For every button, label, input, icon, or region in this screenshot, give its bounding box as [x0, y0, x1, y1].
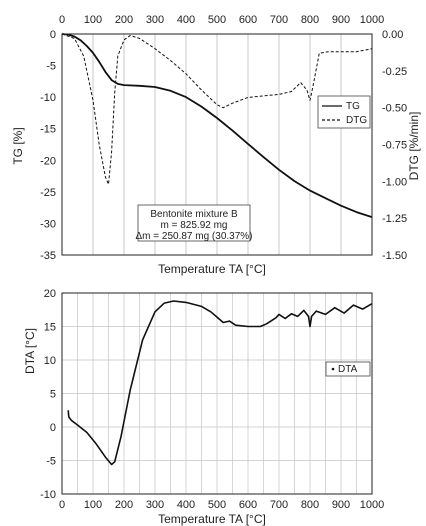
dta-x-tick-label: 700 — [270, 499, 288, 511]
dta-x-tick-label: 0 — [59, 499, 65, 511]
tg-dtg-x-axis-label: Temperature TA [°C] — [158, 262, 266, 276]
dta-y-tick-label: -10 — [40, 489, 56, 501]
dta-x-tick-label: 500 — [208, 499, 226, 511]
tg-dtg-y2-tick-label: -1.00 — [382, 176, 407, 188]
dta-legend-marker — [331, 367, 335, 371]
tg-dtg-y-tick-label: -35 — [40, 250, 56, 262]
tg-dtg-y2-tick-labels: 0.00 -0.25 -0.50 -0.75 -1.00 -1.25 -1.50 — [382, 29, 407, 262]
dta-legend-box — [325, 361, 371, 377]
tg-dtg-y-tick-label: 0 — [50, 29, 56, 41]
dta-x-tick-labels: 0 100 200 300 400 500 600 700 800 900 1000 — [59, 499, 384, 511]
tg-dtg-y2-tick-label: -1.50 — [382, 250, 407, 262]
dta-x-tick-label: 1000 — [360, 499, 384, 511]
dta-x-tick-label: 900 — [332, 499, 350, 511]
dta-y-tick-label: 5 — [50, 389, 56, 401]
dta-x-tick-label: 300 — [146, 499, 164, 511]
sample-annotation-line-3: Δm = 250.87 mg (30.37%) — [135, 231, 252, 242]
tg-dtg-y2-tick-label: -1.25 — [382, 213, 407, 225]
tg-dtg-x-tick-label: 900 — [332, 14, 350, 26]
tg-dtg-x-tick-label: 300 — [146, 14, 164, 26]
dta-y-tick-label: 10 — [44, 355, 56, 367]
tg-dtg-y-tick-label: -10 — [40, 92, 56, 104]
tg-dtg-x-tick-labels: 0 100 200 300 400 500 600 700 800 900 1000 — [59, 14, 384, 26]
tg-dtg-y2-tick-label: -0.50 — [382, 103, 407, 115]
tg-dtg-y-axis-label: TG [%] — [11, 127, 25, 164]
dta-legend: DTA — [325, 361, 371, 377]
tg-dtg-x-tick-label: 400 — [177, 14, 195, 26]
dta-x-tick-label: 100 — [84, 499, 102, 511]
tg-dtg-x-tick-label: 200 — [115, 14, 133, 26]
dta-y-tick-label: 0 — [50, 422, 56, 434]
dta-plot-frame — [61, 292, 373, 495]
tg-dtg-y-tick-label: -25 — [40, 187, 56, 199]
tg-dtg-x-tick-label: 800 — [301, 14, 319, 26]
dta-chart: 0 100 200 300 400 500 600 700 800 900 1000 20 15 10 5… — [23, 288, 384, 526]
tg-dtg-legend-box — [317, 95, 371, 129]
dta-gridlines — [62, 293, 372, 494]
tg-dtg-y-tick-labels: 0 -5 -10 -15 -20 -25 -30 -35 — [40, 29, 56, 262]
dta-y-tick-labels: 20 15 10 5 0 -5 -10 — [40, 288, 56, 501]
dtg-series-line — [61, 33, 373, 185]
tg-dtg-y-tick-label: -5 — [46, 61, 56, 73]
dta-y-tick-label: -5 — [46, 456, 56, 468]
tg-dtg-x-tick-label: 100 — [84, 14, 102, 26]
dta-y-axis-label: DTA [°C] — [23, 328, 37, 374]
tg-dtg-y-tick-label: -20 — [40, 155, 56, 167]
dta-x-axis-label: Temperature TA [°C] — [158, 512, 266, 526]
tg-dtg-series — [61, 33, 373, 218]
tg-dtg-x-tick-label: 1000 — [360, 14, 384, 26]
dta-y-tick-label: 15 — [44, 322, 56, 334]
dta-y-tick-label: 20 — [44, 288, 56, 300]
sample-annotation-line-2: m = 825.92 mg — [161, 220, 228, 231]
tg-dtg-y-tick-label: -30 — [40, 218, 56, 230]
tg-dtg-legend: TG DTG — [317, 95, 371, 129]
dtg-legend-label: DTG — [346, 115, 367, 126]
tg-dtg-y-tick-label: -15 — [40, 124, 56, 136]
dta-series-line — [67, 300, 373, 466]
tg-dtg-y2-tick-label: -0.25 — [382, 66, 407, 78]
sample-annotation-line-1: Bentonite mixture B — [150, 209, 238, 220]
tg-dtg-chart: 0 100 200 300 400 500 600 700 800 900 1000 0 -5 -10 -… — [11, 14, 421, 276]
dta-x-tick-label: 800 — [301, 499, 319, 511]
dta-x-tick-label: 400 — [177, 499, 195, 511]
tg-dtg-y2-tick-label: 0.00 — [382, 29, 403, 41]
tg-dtg-y2-tick-label: -0.75 — [382, 140, 407, 152]
sample-annotation-box — [137, 204, 251, 242]
tg-dtg-y2-axis-label: DTG [%/min] — [407, 112, 421, 181]
dta-x-tick-label: 200 — [115, 499, 133, 511]
tg-series-line — [61, 33, 373, 218]
dta-x-tick-label: 600 — [239, 499, 257, 511]
dta-legend-label: DTA — [338, 364, 358, 375]
sample-annotation: Bentonite mixture B m = 825.92 mg Δm = 2… — [135, 204, 253, 242]
tg-dtg-plot-frame — [61, 33, 373, 256]
tg-legend-label: TG — [346, 101, 360, 112]
tg-dtg-x-tick-label: 0 — [59, 14, 65, 26]
tg-dtg-x-tick-label: 500 — [208, 14, 226, 26]
tg-dtg-x-tick-label: 700 — [270, 14, 288, 26]
dta-series — [67, 300, 373, 466]
tg-dtg-x-tick-label: 600 — [239, 14, 257, 26]
